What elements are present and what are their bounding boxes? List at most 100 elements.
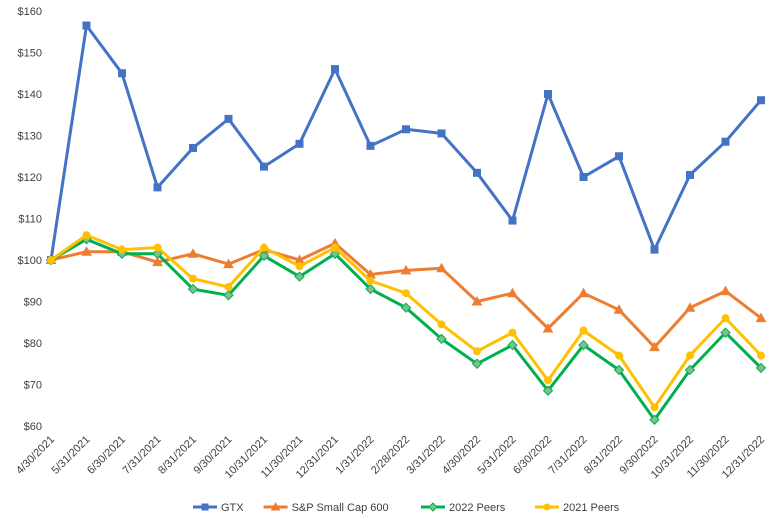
legend-item: 2021 Peers [535,502,620,514]
series-line [49,24,763,261]
data-point [366,141,375,150]
y-tick-label: $130 [18,131,42,143]
legend-item: 2022 Peers [421,502,506,514]
y-tick-label: $60 [24,421,42,433]
data-point [437,129,446,138]
data-point [544,90,552,98]
y-tick-label: $160 [18,6,42,18]
data-point [615,152,623,161]
data-point [400,302,412,313]
data-point [613,364,625,376]
data-point [684,364,696,376]
y-tick-label: $140 [18,89,42,101]
data-point [294,271,305,282]
data-point [507,339,518,351]
data-point [471,358,483,369]
data-point [224,282,233,291]
legend-label: 2022 Peers [449,502,506,514]
data-point [650,403,659,412]
y-tick-label: $110 [18,214,42,226]
data-point [542,385,554,396]
y-tick-label: $120 [18,172,42,184]
data-point [720,327,731,338]
data-point [473,168,481,177]
data-point [224,114,233,123]
legend-label: 2021 Peers [563,502,620,514]
data-point [578,287,589,298]
data-point [295,139,304,148]
data-point [649,341,660,352]
series-layer [45,21,767,425]
legend-item: GTX [193,502,244,514]
data-point [579,173,588,181]
y-tick-label: $100 [18,255,42,267]
data-point [223,290,234,301]
data-point [118,69,126,78]
series-gtx [47,21,765,264]
data-point [757,96,765,105]
legend-marker [201,503,209,511]
data-point [152,256,163,267]
data-point [437,320,446,329]
data-point [118,245,126,254]
data-point [153,183,162,192]
data-point [81,246,92,256]
data-point [542,322,554,333]
data-point [720,285,731,296]
y-tick-label: $90 [24,297,42,309]
y-axis: $60 $70 $80 $90 $100 $110 $120 $130 $140 $150 $160 [18,6,42,433]
legend-marker [428,502,438,512]
data-point [721,314,730,323]
data-point [471,295,483,306]
legend-item: S&P Small Cap 600 [263,501,389,514]
data-point [755,362,767,374]
data-point [578,339,589,351]
data-point [686,351,694,360]
data-point [544,376,552,385]
x-axis: 4/30/20215/31/20216/30/20217/31/20218/31… [14,434,767,481]
legend-marker [543,503,551,511]
data-point [153,243,162,252]
data-point [579,326,588,335]
data-point [508,328,517,337]
data-point [613,304,625,314]
y-tick-label: $150 [18,48,42,60]
data-point [260,243,268,252]
data-point [684,302,696,312]
legend-marker [270,501,281,511]
data-point [223,258,234,269]
data-point [508,216,517,225]
data-point [82,21,91,30]
data-point [757,351,765,360]
data-point [721,137,730,146]
data-point [755,312,767,323]
y-tick-label: $70 [24,380,42,392]
legend-label: GTX [221,502,244,514]
data-point [295,262,304,271]
legend-label: S&P Small Cap 600 [292,502,389,514]
data-point [82,231,91,240]
series-2022-peers [45,234,767,425]
data-point [366,276,375,285]
series-2021-peers [47,231,765,412]
data-point [402,289,410,298]
data-point [650,245,659,254]
data-point [436,262,447,273]
data-point [258,250,270,262]
data-point [187,248,199,258]
data-point [473,347,481,356]
data-point [331,65,339,74]
data-point [187,283,199,295]
data-point [436,333,447,345]
data-point [189,274,197,283]
data-point [47,256,55,264]
data-point [615,351,623,360]
data-point [400,264,412,275]
data-point [189,143,197,152]
data-point [260,162,268,171]
legend: GTX S&P Small Cap 600 2022 Peers 2021 Peers [193,501,620,514]
data-point [507,287,518,298]
data-point [649,414,660,425]
data-point [686,170,694,179]
